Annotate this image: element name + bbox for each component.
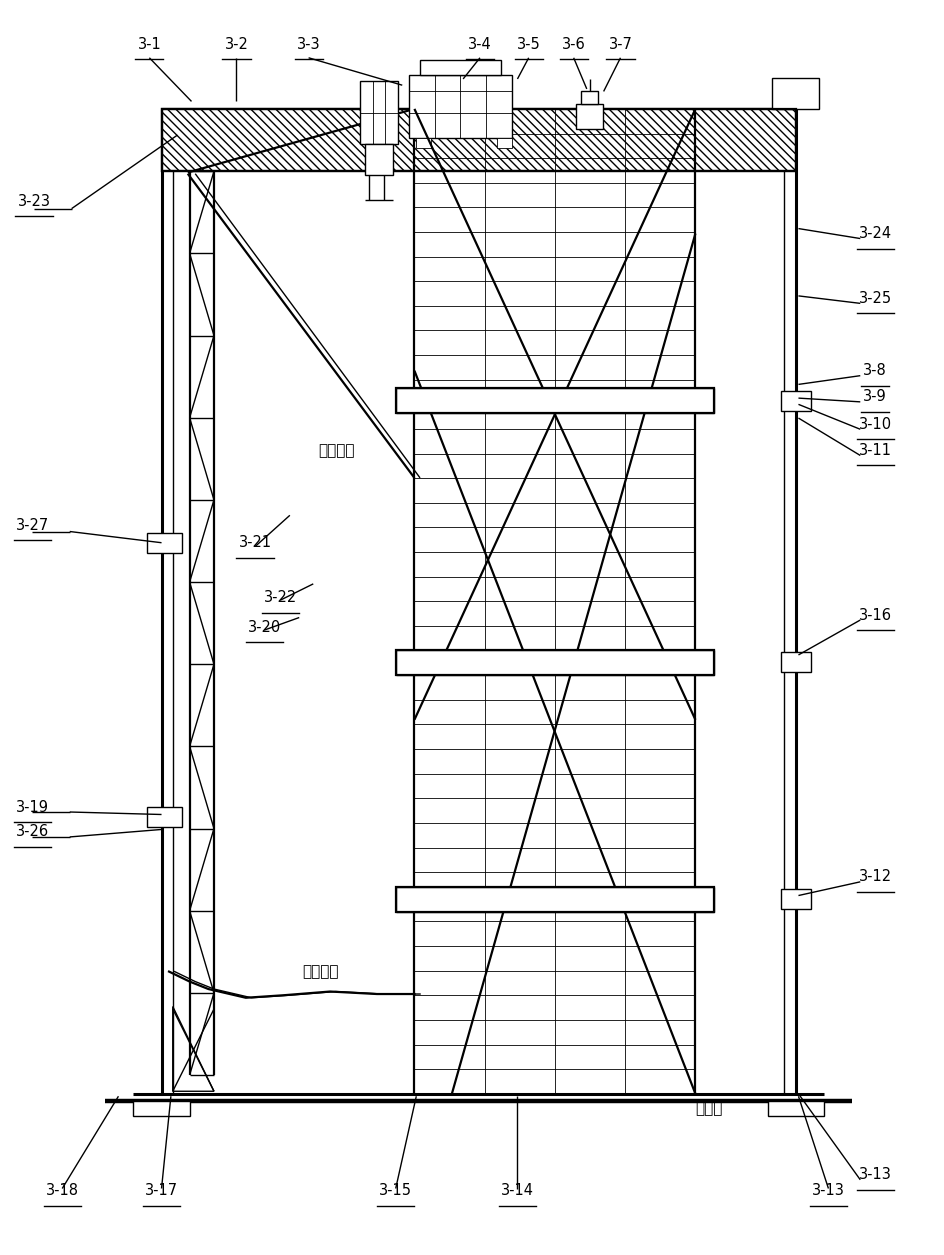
Bar <box>771 78 818 109</box>
Text: 3-14: 3-14 <box>500 1183 533 1199</box>
Text: 地坪面: 地坪面 <box>694 1101 721 1116</box>
Text: 3-21: 3-21 <box>239 535 272 550</box>
Bar <box>146 533 182 552</box>
Text: 3-25: 3-25 <box>858 291 891 306</box>
Bar <box>146 807 182 827</box>
Bar <box>780 890 810 909</box>
Text: 3-18: 3-18 <box>45 1183 78 1199</box>
Text: 3-1: 3-1 <box>137 36 161 51</box>
Text: 3-9: 3-9 <box>863 389 886 404</box>
Bar <box>396 887 714 911</box>
Text: 活塞到顶: 活塞到顶 <box>318 443 355 458</box>
Text: 3-5: 3-5 <box>516 36 540 51</box>
Text: 3-16: 3-16 <box>858 607 891 622</box>
Bar <box>360 82 397 144</box>
Text: 3-26: 3-26 <box>16 825 49 840</box>
Text: 3-8: 3-8 <box>863 363 886 378</box>
Text: 3-23: 3-23 <box>18 193 51 208</box>
Text: 活塞落底: 活塞落底 <box>302 964 339 979</box>
Bar <box>581 92 598 104</box>
Text: 3-13: 3-13 <box>858 1167 891 1182</box>
Bar <box>396 650 714 675</box>
Bar <box>767 1101 823 1116</box>
Text: 3-15: 3-15 <box>379 1183 412 1199</box>
Bar <box>133 1101 190 1116</box>
Bar <box>419 60 500 75</box>
Text: 3-24: 3-24 <box>858 226 891 241</box>
Text: 3-22: 3-22 <box>263 590 296 605</box>
Bar <box>396 388 714 413</box>
Bar <box>161 109 795 171</box>
Text: 3-27: 3-27 <box>16 518 49 533</box>
Text: 3-19: 3-19 <box>16 799 49 814</box>
Text: 3-3: 3-3 <box>296 36 320 51</box>
Text: 3-2: 3-2 <box>225 36 248 51</box>
Bar <box>780 390 810 410</box>
Bar <box>161 109 795 171</box>
Text: 3-11: 3-11 <box>858 443 891 458</box>
Bar <box>409 75 512 138</box>
Text: 3-13: 3-13 <box>811 1183 844 1199</box>
Bar <box>414 109 695 1094</box>
Text: 3-6: 3-6 <box>561 36 585 51</box>
Bar <box>161 109 795 171</box>
Bar <box>416 138 430 148</box>
Text: 3-17: 3-17 <box>144 1183 177 1199</box>
Text: 3-7: 3-7 <box>608 36 632 51</box>
Bar <box>497 138 512 148</box>
Text: 3-20: 3-20 <box>247 620 281 635</box>
Text: 3-12: 3-12 <box>858 870 891 885</box>
Bar <box>576 104 602 129</box>
Text: 3-4: 3-4 <box>467 36 491 51</box>
Bar <box>780 653 810 673</box>
Bar <box>364 144 393 174</box>
Text: 3-10: 3-10 <box>858 417 891 432</box>
